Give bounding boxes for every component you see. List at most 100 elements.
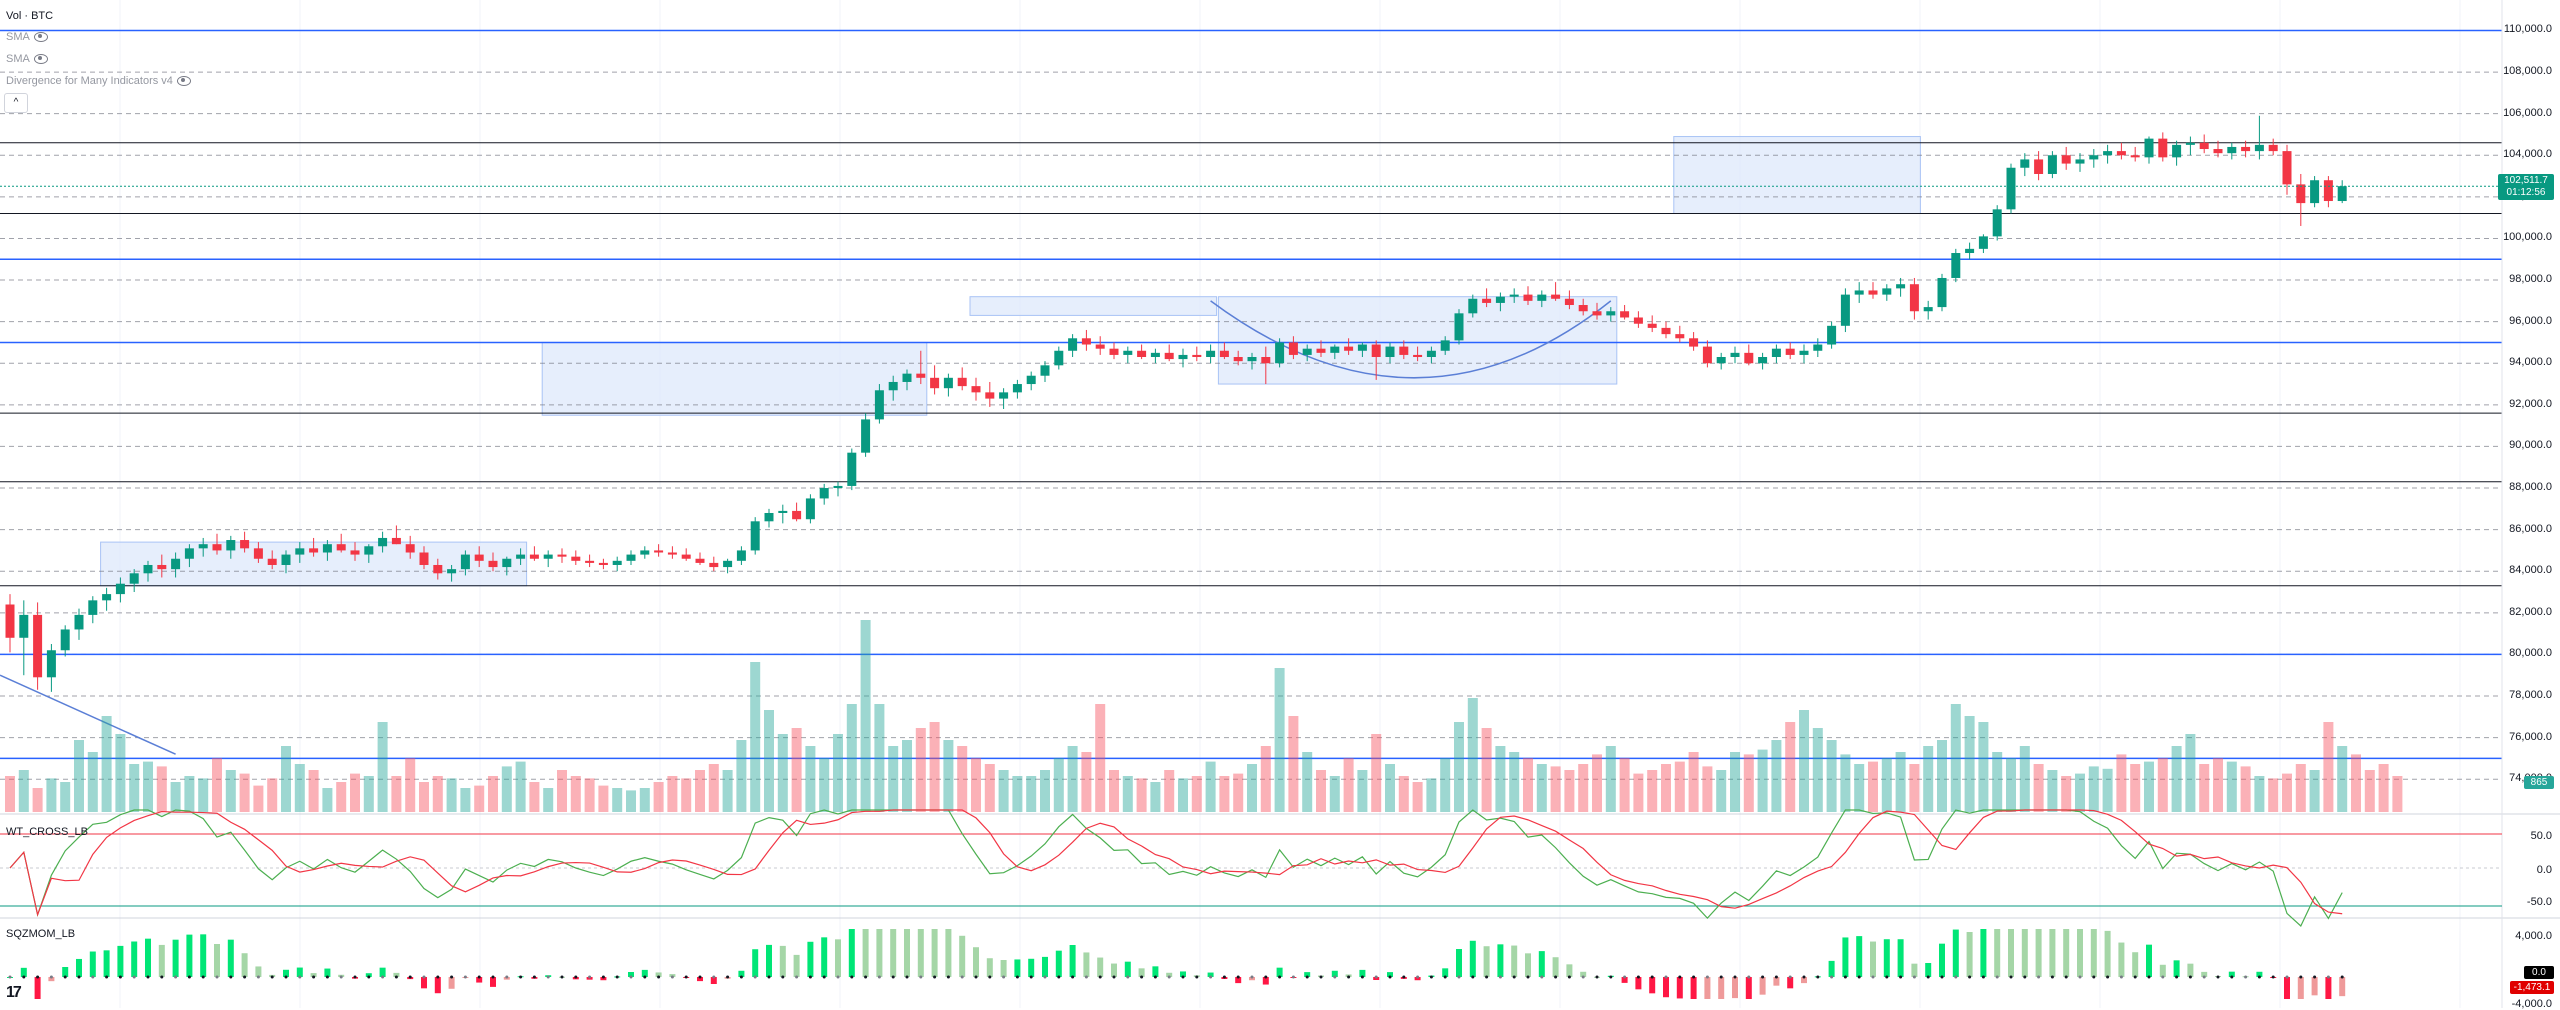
- candle-body: [1923, 307, 1933, 312]
- squeeze-dot: [2064, 975, 2068, 979]
- squeeze-dot: [1236, 975, 1240, 979]
- volume-bar: [1164, 770, 1175, 812]
- sma-legend-1[interactable]: SMA: [6, 30, 48, 44]
- squeeze-dot: [822, 975, 826, 979]
- momentum-bar: [2325, 977, 2332, 999]
- squeeze-dot: [850, 975, 854, 979]
- candle-body: [2282, 151, 2292, 185]
- candle-body: [1882, 288, 1892, 295]
- squeeze-dot: [2147, 975, 2151, 979]
- volume-bar: [860, 620, 871, 812]
- candle-body: [1261, 357, 1271, 364]
- volume-bar: [32, 788, 43, 812]
- squeeze-dot: [1333, 975, 1337, 979]
- momentum-bar: [1801, 977, 1807, 984]
- momentum-bar: [1745, 977, 1752, 999]
- squeeze-dot: [215, 975, 219, 979]
- volume-bar: [2337, 746, 2348, 812]
- momentum-bar: [20, 967, 27, 977]
- price-tick-label: 108,000.0: [2503, 65, 2552, 78]
- candle-body: [1523, 294, 1533, 301]
- squeeze-dot: [325, 975, 329, 979]
- candle-body: [1247, 357, 1257, 362]
- momentum-bar: [848, 929, 855, 977]
- candle-body: [2130, 155, 2140, 158]
- momentum-bar: [1828, 960, 1835, 977]
- momentum-bar: [2077, 929, 2083, 977]
- candle-body: [1896, 284, 1906, 289]
- collapse-legend-button[interactable]: ^: [4, 93, 28, 113]
- volume-legend[interactable]: Vol · BTC: [6, 9, 53, 23]
- candle-body: [1385, 346, 1395, 358]
- candle-body: [819, 488, 829, 499]
- candle-body: [1840, 294, 1850, 326]
- volume-bar: [253, 785, 264, 812]
- momentum-bar: [1897, 939, 1904, 977]
- momentum-bar: [214, 944, 220, 977]
- trend-line: [0, 674, 176, 755]
- sma-legend-1-label: SMA: [6, 31, 30, 43]
- volume-bar: [557, 770, 567, 812]
- squeeze-dot: [1567, 975, 1571, 979]
- candle-body: [943, 377, 953, 389]
- volume-bar: [2268, 778, 2279, 812]
- squeeze-dot: [1595, 975, 1599, 979]
- volume-bar: [1398, 776, 1409, 812]
- momentum-bar: [2339, 977, 2346, 997]
- squeeze-dot: [1912, 975, 1916, 979]
- volume-bar: [1868, 761, 1878, 812]
- momentum-bar: [434, 977, 441, 994]
- candle-body: [295, 548, 305, 555]
- volume-bar: [971, 758, 981, 812]
- candle-body: [157, 564, 167, 570]
- volume-bar: [2351, 754, 2361, 812]
- sma-legend-2[interactable]: SMA: [6, 52, 48, 66]
- momentum-bar: [1276, 967, 1283, 977]
- momentum-bar: [1042, 956, 1048, 977]
- momentum-bar: [2228, 971, 2235, 977]
- momentum-bar: [1538, 951, 1545, 977]
- squeeze-dot: [2216, 975, 2220, 979]
- momentum-bar: [1387, 972, 1393, 977]
- momentum-bar: [1621, 977, 1628, 983]
- wt-cross-pane-title: WT_CROSS_LB: [6, 826, 88, 838]
- momentum-bar: [1456, 949, 1462, 977]
- eye-icon[interactable]: [33, 54, 48, 64]
- squeeze-dot: [2313, 975, 2317, 979]
- candle-body: [1233, 357, 1243, 362]
- momentum-bar: [1138, 968, 1145, 977]
- momentum-bar: [2284, 977, 2290, 999]
- eye-icon[interactable]: [33, 32, 48, 42]
- volume-bar: [1578, 764, 1589, 812]
- volume-bar: [2364, 770, 2375, 812]
- momentum-bar: [1635, 977, 1642, 990]
- squeeze-dot: [1747, 975, 1751, 979]
- candle-body: [1123, 350, 1133, 355]
- candle-body: [2034, 159, 2044, 174]
- candle-body: [1040, 365, 1050, 376]
- price-tick-label: 94,000.0: [2509, 356, 2552, 369]
- squeeze-dot: [2299, 975, 2303, 979]
- volume-bar: [74, 740, 84, 812]
- price-tick-label: 92,000.0: [2509, 397, 2552, 410]
- candle-body: [74, 614, 84, 630]
- candle-body: [460, 554, 470, 570]
- volume-bar: [2075, 773, 2085, 812]
- squeeze-dot: [132, 975, 136, 979]
- candle-body: [1371, 344, 1381, 358]
- eye-icon[interactable]: [176, 76, 191, 86]
- momentum-bar: [1180, 971, 1186, 977]
- volume-bar: [1937, 740, 1947, 812]
- squeeze-dot: [698, 975, 702, 979]
- candle-body: [1357, 344, 1367, 351]
- volume-bar: [1674, 761, 1685, 812]
- squeeze-dot: [1291, 975, 1295, 979]
- candle-body: [1578, 305, 1588, 312]
- candle-body: [1937, 277, 1947, 308]
- divergence-legend[interactable]: Divergence for Many Indicators v4: [6, 74, 191, 88]
- volume-bar: [1743, 754, 1754, 812]
- candle-body: [102, 594, 112, 601]
- volume-bar: [377, 722, 388, 812]
- squeeze-dot: [394, 975, 398, 979]
